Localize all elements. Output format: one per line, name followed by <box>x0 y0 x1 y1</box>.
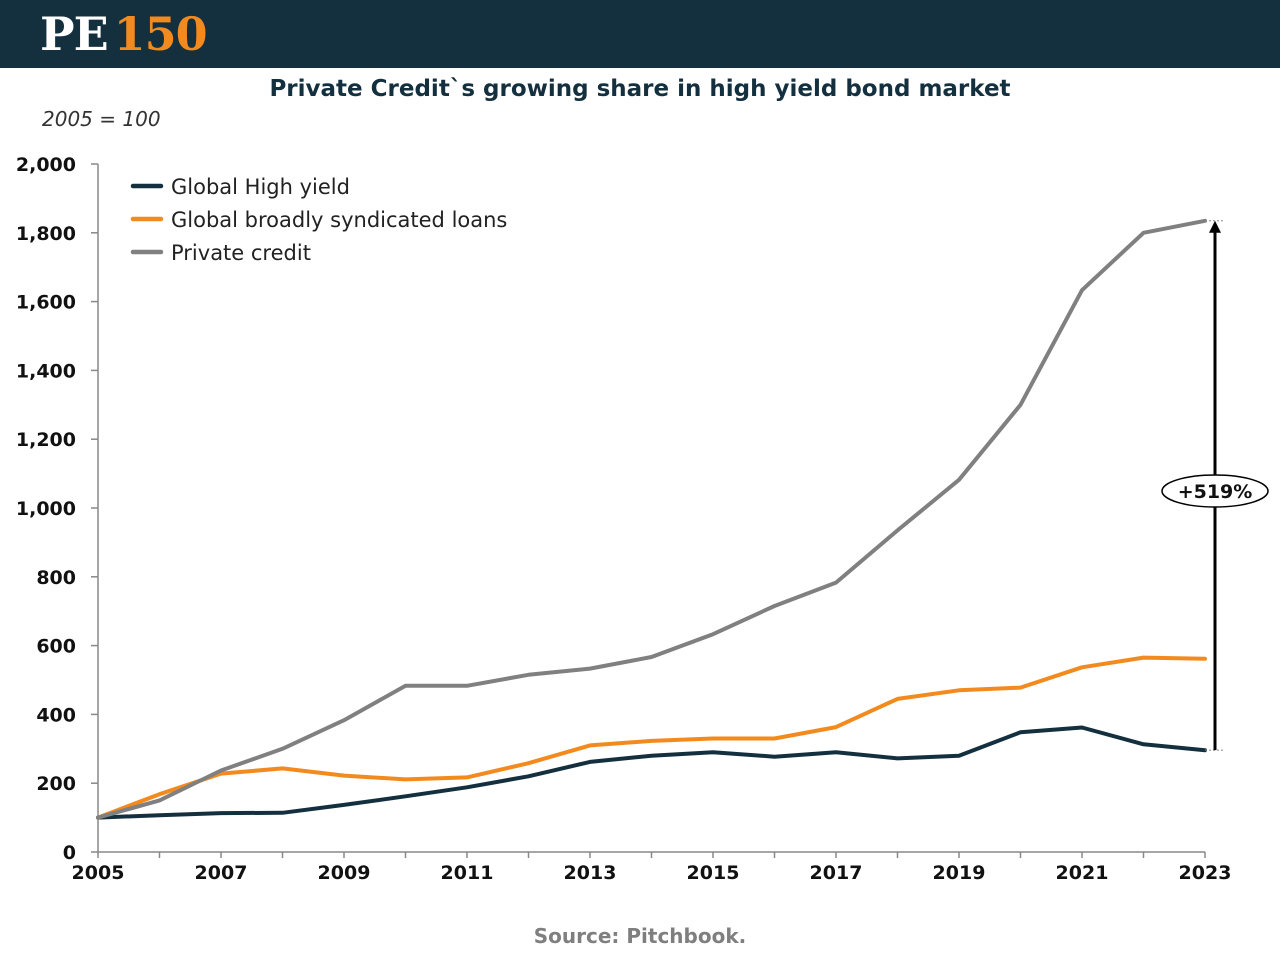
source-note: Source: Pitchbook. <box>533 924 747 948</box>
logo-number: 150 <box>113 7 208 61</box>
y-tick-label: 0 <box>63 842 76 864</box>
x-tick-label: 2015 <box>687 862 740 884</box>
y-tick-label: 1,400 <box>16 360 76 382</box>
y-tick-label: 1,600 <box>16 292 76 314</box>
series-line-3 <box>96 218 1207 820</box>
y-tick-label: 200 <box>36 773 76 795</box>
y-tick-label: 800 <box>36 567 76 589</box>
logo-pe: PE <box>40 7 109 61</box>
y-tick-label: 600 <box>36 636 76 658</box>
x-tick-label: 2007 <box>195 862 248 884</box>
chart-subtitle: 2005 = 100 <box>42 107 161 131</box>
x-tick-label: 2009 <box>318 862 371 884</box>
pe150-logo: PE 150 <box>40 6 208 62</box>
legend-label: Private credit <box>171 241 311 265</box>
annotation-arrow-head <box>1209 220 1221 233</box>
y-tick-label: 1,000 <box>16 498 76 520</box>
x-tick-label: 2019 <box>933 862 986 884</box>
legend-label: Global broadly syndicated loans <box>171 208 507 232</box>
x-tick-label: 2011 <box>441 862 494 884</box>
series-line-2 <box>96 655 1207 820</box>
annotation-badge <box>1161 474 1269 508</box>
y-tick-label: 400 <box>36 704 76 726</box>
x-tick-label: 2017 <box>810 862 863 884</box>
y-tick-label: 1,200 <box>16 429 76 451</box>
annotation-label: +519% <box>1178 481 1253 503</box>
x-tick-label: 2021 <box>1056 862 1109 884</box>
x-tick-label: 2023 <box>1179 862 1232 884</box>
header-bar: PE 150 <box>0 0 1280 68</box>
x-tick-label: 2013 <box>564 862 617 884</box>
x-tick-label: 2005 <box>72 862 125 884</box>
y-tick-label: 1,800 <box>16 223 76 245</box>
legend-label: Global High yield <box>171 175 350 199</box>
series-line-1 <box>96 725 1207 820</box>
chart-title: Private Credit`s growing share in high y… <box>269 76 1011 102</box>
y-tick-label: 2,000 <box>16 154 76 176</box>
